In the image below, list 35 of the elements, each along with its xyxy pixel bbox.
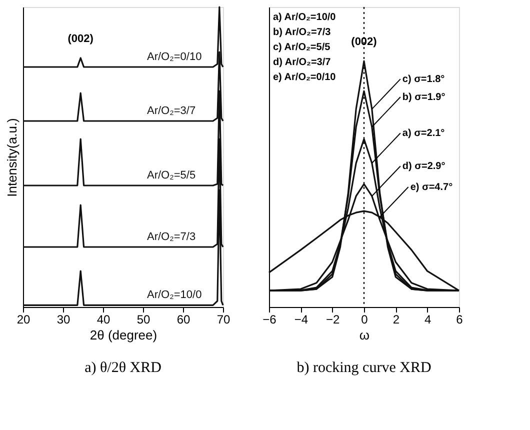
x-tick-label: −6	[262, 312, 277, 326]
x-axis-title: ω	[359, 328, 370, 342]
annotation: b) σ=1.9°	[402, 92, 446, 103]
text: a) θ/2θ XRD	[84, 360, 162, 376]
annotation: a) σ=2.1°	[402, 128, 445, 140]
annotation: e) σ=4.7°	[410, 182, 453, 193]
annotation: d) Ar/O₂=3/7	[273, 57, 332, 68]
x-tick-label: 4	[424, 312, 432, 326]
x-tick-label: 20	[16, 312, 30, 326]
annotation: (002)	[68, 33, 94, 45]
x-axis-title: 2θ (degree)	[90, 328, 158, 342]
annotation: e) Ar/O₂=0/10	[273, 72, 336, 83]
x-tick-label: 0	[361, 312, 368, 326]
text: b) Ar/O₂=7/3	[273, 27, 332, 38]
x-tick-label: −4	[294, 312, 308, 326]
series-label: Ar/O₂=3/7	[147, 105, 196, 117]
annotation: d) σ=2.9°	[402, 161, 446, 172]
series-label: Ar/O₂=7/3	[147, 231, 196, 243]
x-tick-label: 40	[96, 312, 110, 326]
x-tick-label: 50	[136, 312, 150, 326]
y-axis-title: Intensity(a.u.)	[4, 118, 20, 197]
x-tick-label: 60	[176, 312, 190, 326]
text: b) rocking curve XRD	[296, 360, 432, 376]
text: a) Ar/O₂=10/0	[273, 12, 336, 23]
annotation: c) σ=1.8°	[402, 74, 445, 86]
text: c) Ar/O₂=5/5	[273, 42, 331, 53]
series-label: Ar/O₂=10/0	[147, 289, 202, 302]
x-tick-label: 70	[216, 312, 230, 326]
series-label: Ar/O₂=0/10	[147, 51, 202, 63]
x-tick-label: −2	[326, 312, 340, 326]
series-label: Ar/O₂=5/5	[147, 170, 196, 182]
x-tick-label: 6	[456, 312, 464, 326]
x-tick-label: 30	[56, 312, 70, 326]
annotation: (002)	[351, 36, 378, 48]
x-tick-label: 2	[392, 312, 400, 326]
